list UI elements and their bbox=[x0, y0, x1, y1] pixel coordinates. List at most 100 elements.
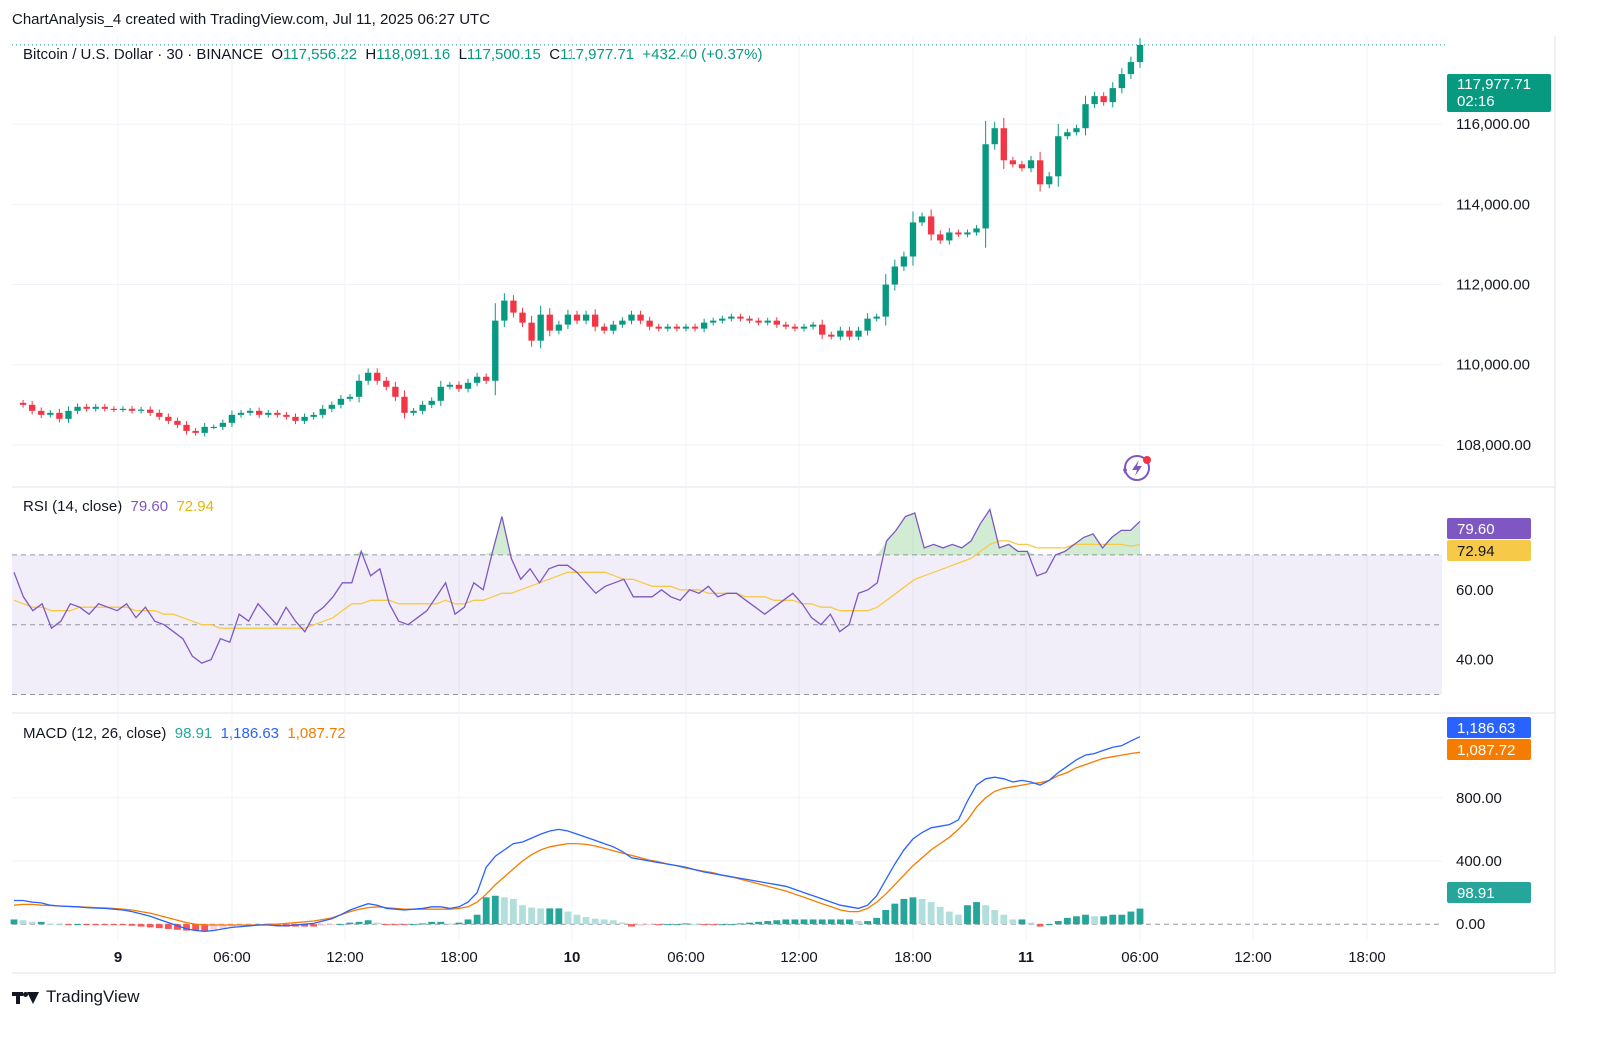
macd-histogram-bar bbox=[337, 924, 345, 926]
candle-body bbox=[464, 382, 472, 389]
candle-body bbox=[92, 406, 99, 409]
macd-histogram-bar bbox=[119, 924, 127, 926]
candle-body bbox=[101, 406, 108, 409]
price-axes[interactable]: 108,000.00 110,000.00 112,000.00 114,000.00… bbox=[1456, 116, 1531, 933]
candle-body bbox=[755, 320, 762, 323]
x-tick-label: 9 bbox=[114, 949, 122, 966]
rsi-value: 79.60 bbox=[130, 498, 169, 515]
macd-histogram-bar bbox=[537, 908, 545, 925]
candle-body bbox=[28, 404, 36, 411]
symbol-label[interactable]: Bitcoin / U.S. Dollar · 30 · BINANCE bbox=[23, 46, 264, 63]
macd-histogram-bar bbox=[373, 922, 381, 925]
candle-body bbox=[1073, 128, 1080, 133]
macd-histogram-bar bbox=[1091, 916, 1099, 925]
candle-body bbox=[864, 318, 871, 331]
candle-body bbox=[1009, 160, 1017, 165]
low-value: 117,500.15 bbox=[466, 46, 541, 63]
macd-histogram-bar bbox=[37, 921, 45, 925]
macd-histogram-bar bbox=[1063, 917, 1071, 925]
candle-body bbox=[455, 384, 463, 389]
macd-histogram-bar bbox=[310, 924, 318, 927]
macd-histogram-bar bbox=[982, 905, 990, 925]
macd-histogram-bar bbox=[718, 924, 726, 926]
macd-histogram-bar bbox=[964, 905, 971, 925]
macd-histogram-bar bbox=[954, 914, 962, 925]
candle-body bbox=[219, 422, 227, 427]
candle-body bbox=[165, 416, 172, 421]
indicator-lines bbox=[13, 507, 1141, 932]
candle-body bbox=[964, 232, 971, 235]
candle-body bbox=[664, 326, 671, 329]
time-axis[interactable]: 9 06:00 12:00 18:00 10 06:00 12:00 18:00 11 06:00… bbox=[114, 949, 1386, 966]
macd-histogram-bar bbox=[510, 898, 517, 925]
macd-histogram-bar bbox=[791, 919, 799, 925]
candle-body bbox=[83, 406, 90, 409]
lightning-icon[interactable] bbox=[1123, 455, 1151, 481]
candle-body bbox=[828, 334, 835, 337]
candle-body bbox=[147, 409, 154, 413]
y-tick-label: 40.00 bbox=[1456, 652, 1494, 669]
macd-histogram-bar bbox=[618, 922, 626, 925]
candle-body bbox=[128, 408, 136, 411]
candle-body bbox=[483, 376, 490, 381]
macd-histogram-bar bbox=[174, 924, 181, 930]
candle-body bbox=[927, 216, 935, 235]
macd-histogram-bar bbox=[646, 924, 654, 926]
macd-histogram-bar bbox=[1082, 914, 1089, 925]
candle-body bbox=[419, 404, 426, 411]
macd-histogram-bar bbox=[882, 909, 890, 925]
candle-body bbox=[1055, 136, 1062, 177]
macd-histogram-bar bbox=[936, 906, 944, 925]
candle-body bbox=[292, 416, 299, 421]
close-label: C bbox=[549, 46, 561, 63]
macd-histogram-bar bbox=[419, 923, 427, 925]
macd-histogram-bar bbox=[428, 921, 436, 925]
macd-value: 1,186.63 bbox=[220, 725, 280, 742]
candle-body bbox=[237, 412, 245, 415]
macd-histogram-bar bbox=[355, 921, 363, 925]
x-tick-label: 18:00 bbox=[894, 949, 932, 966]
rsi-title[interactable]: RSI (14, close) bbox=[23, 498, 123, 515]
macd-histogram-bar bbox=[991, 909, 999, 925]
candle-body bbox=[392, 386, 399, 397]
macd-histogram-bar bbox=[146, 924, 154, 928]
macd-histogram-bar bbox=[437, 921, 445, 925]
brand-name: TradingView bbox=[46, 987, 140, 1006]
candle-body bbox=[628, 314, 635, 321]
macd-histogram-bar bbox=[1027, 922, 1035, 925]
macd-title[interactable]: MACD (12, 26, close) bbox=[23, 725, 167, 742]
macd-histogram-bar bbox=[137, 924, 145, 927]
y-tick-label: 60.00 bbox=[1456, 582, 1494, 599]
candle-body bbox=[492, 320, 499, 381]
candle-body bbox=[818, 324, 826, 335]
macd-histogram-bar bbox=[210, 924, 218, 930]
macd-histogram-bar bbox=[809, 919, 817, 925]
rsi-ma-label-bg bbox=[1447, 540, 1531, 561]
candle-body bbox=[228, 414, 236, 423]
candle-body bbox=[328, 404, 336, 409]
tradingview-brand[interactable]: TradingView bbox=[12, 987, 140, 1007]
candle-body bbox=[546, 314, 553, 331]
macd-signal-value: 1,087.72 bbox=[287, 725, 346, 742]
chart-created-line: ChartAnalysis_4 created with TradingView… bbox=[12, 11, 491, 28]
candle-body bbox=[174, 420, 181, 425]
macd-histogram-bar bbox=[164, 924, 172, 929]
macd-histogram-bar bbox=[573, 914, 581, 925]
high-label: H bbox=[365, 46, 377, 63]
candle-body bbox=[265, 412, 272, 415]
price-labels: 117,977.71 02:16 79.60 72.94 1,186.63 1,… bbox=[1447, 74, 1551, 903]
candle-body bbox=[201, 426, 208, 433]
macd-histogram-bar bbox=[900, 898, 908, 925]
candle-body bbox=[274, 412, 281, 415]
candle-body bbox=[510, 300, 517, 313]
candle-body bbox=[900, 256, 908, 267]
candle-body bbox=[991, 128, 998, 145]
macd-histogram-bar bbox=[391, 924, 399, 926]
candle-body bbox=[573, 314, 581, 321]
candle-body bbox=[210, 426, 217, 429]
macd-histogram-bar bbox=[800, 919, 808, 925]
candle-body bbox=[719, 318, 726, 321]
candle-body bbox=[1036, 160, 1044, 185]
main-legend: Bitcoin / U.S. Dollar · 30 · BINANCE O11… bbox=[23, 46, 762, 63]
